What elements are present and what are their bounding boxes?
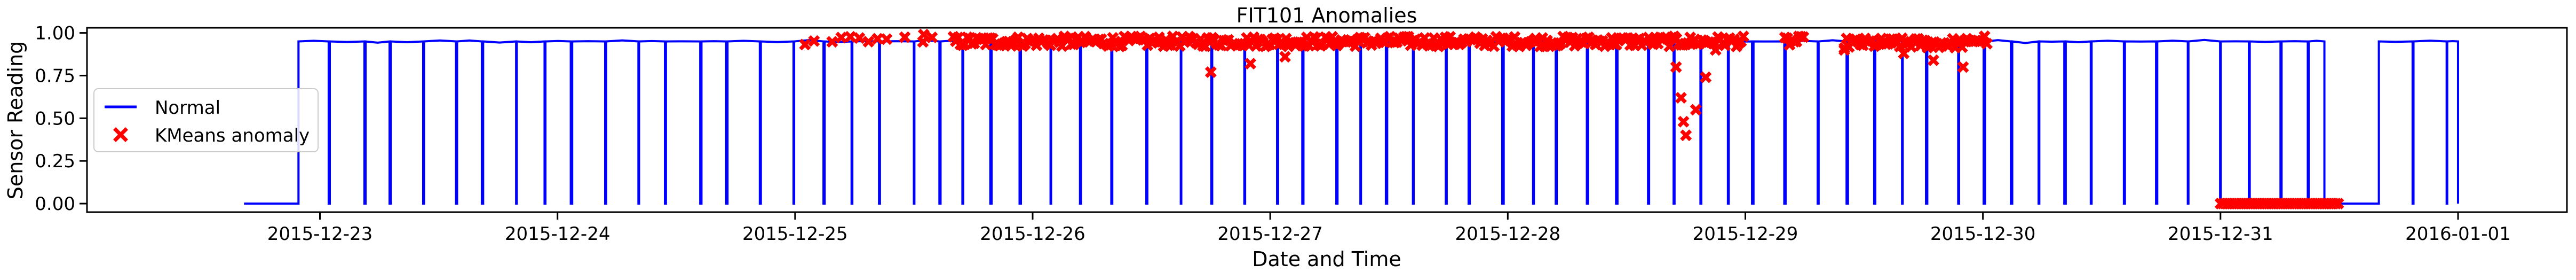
y-axis-label: Sensor Reading — [4, 41, 27, 200]
anomaly-marker — [2332, 198, 2344, 210]
legend-box — [93, 88, 319, 152]
x-tick-label: 2015-12-30 — [1930, 223, 2036, 245]
anomaly-marker — [899, 31, 911, 43]
legend-kmeans-anomaly-marker — [113, 127, 128, 142]
x-tick-label: 2015-12-29 — [1693, 223, 1798, 245]
x-tick-label: 2015-12-27 — [1217, 223, 1323, 245]
anomaly-marker — [1677, 115, 1690, 128]
y-tick-label: 1.00 — [35, 23, 75, 44]
anomaly-marker — [881, 33, 893, 45]
anomaly-marker — [1978, 30, 1991, 42]
x-tick-label: 2015-12-23 — [267, 223, 373, 245]
x-tick-label: 2015-12-31 — [2168, 223, 2273, 245]
anomaly-marker — [1204, 66, 1217, 79]
anomaly-marker — [1838, 44, 1850, 56]
anomaly-marker — [1927, 54, 1939, 66]
chart-title: FIT101 Anomalies — [1237, 4, 1417, 27]
anomaly-marker — [808, 35, 820, 47]
y-tick-label: 0.75 — [35, 65, 75, 87]
plot-frame — [86, 27, 2568, 213]
y-tick-label: 0.25 — [35, 151, 75, 172]
x-axis: 2015-12-23 2015-12-24 2015-12-25 2015-12-26… — [267, 212, 2511, 245]
anomaly-marker — [1245, 58, 1257, 70]
legend-label-normal: Normal — [155, 97, 220, 119]
anomaly-marker — [1898, 47, 1910, 59]
series-kmeans-anomaly-markers — [799, 28, 2344, 210]
anomaly-marker — [1709, 44, 1722, 56]
anomaly-marker — [871, 33, 884, 45]
series-normal-line — [244, 38, 2459, 205]
anomaly-marker — [826, 36, 838, 48]
y-tick-label: 0.00 — [35, 193, 75, 215]
anomaly-marker — [1279, 51, 1291, 63]
anomaly-marker — [917, 28, 930, 41]
x-tick-label: 2015-12-28 — [1455, 223, 1561, 245]
anomaly-marker — [1680, 129, 1692, 142]
anomaly-marker — [1737, 30, 1749, 43]
anomaly-marker — [844, 30, 857, 43]
x-axis-label: Date and Time — [1252, 247, 1401, 271]
anomaly-marker — [1700, 71, 1712, 83]
x-tick-label: 2015-12-25 — [742, 223, 848, 245]
anomaly-marker — [853, 32, 866, 44]
legend: Normal KMeans anomaly — [93, 88, 319, 152]
normal-series-path — [244, 38, 2459, 205]
anomaly-marker — [1670, 61, 1682, 73]
anomaly-marker — [835, 32, 847, 44]
y-tick-label: 0.50 — [35, 108, 75, 129]
anomaly-marker — [926, 31, 938, 43]
anomaly-marker — [1957, 61, 1969, 73]
anomaly-marker — [1797, 31, 1810, 43]
anomaly-marker — [862, 36, 875, 48]
x-tick-label: 2015-12-24 — [505, 223, 611, 245]
x-tick-label: 2016-01-01 — [2405, 223, 2511, 245]
legend-x-icon — [113, 127, 128, 142]
anomaly-marker — [1981, 37, 1993, 50]
anomaly-marker — [1675, 91, 1687, 104]
anomaly-marker — [799, 38, 811, 51]
anomaly-marker — [1690, 104, 1702, 116]
legend-label-kmeans-anomaly: KMeans anomaly — [155, 125, 310, 146]
x-tick-label: 2015-12-26 — [980, 223, 1085, 245]
y-axis: 0.00 0.25 0.50 0.75 1.00 — [35, 23, 87, 215]
